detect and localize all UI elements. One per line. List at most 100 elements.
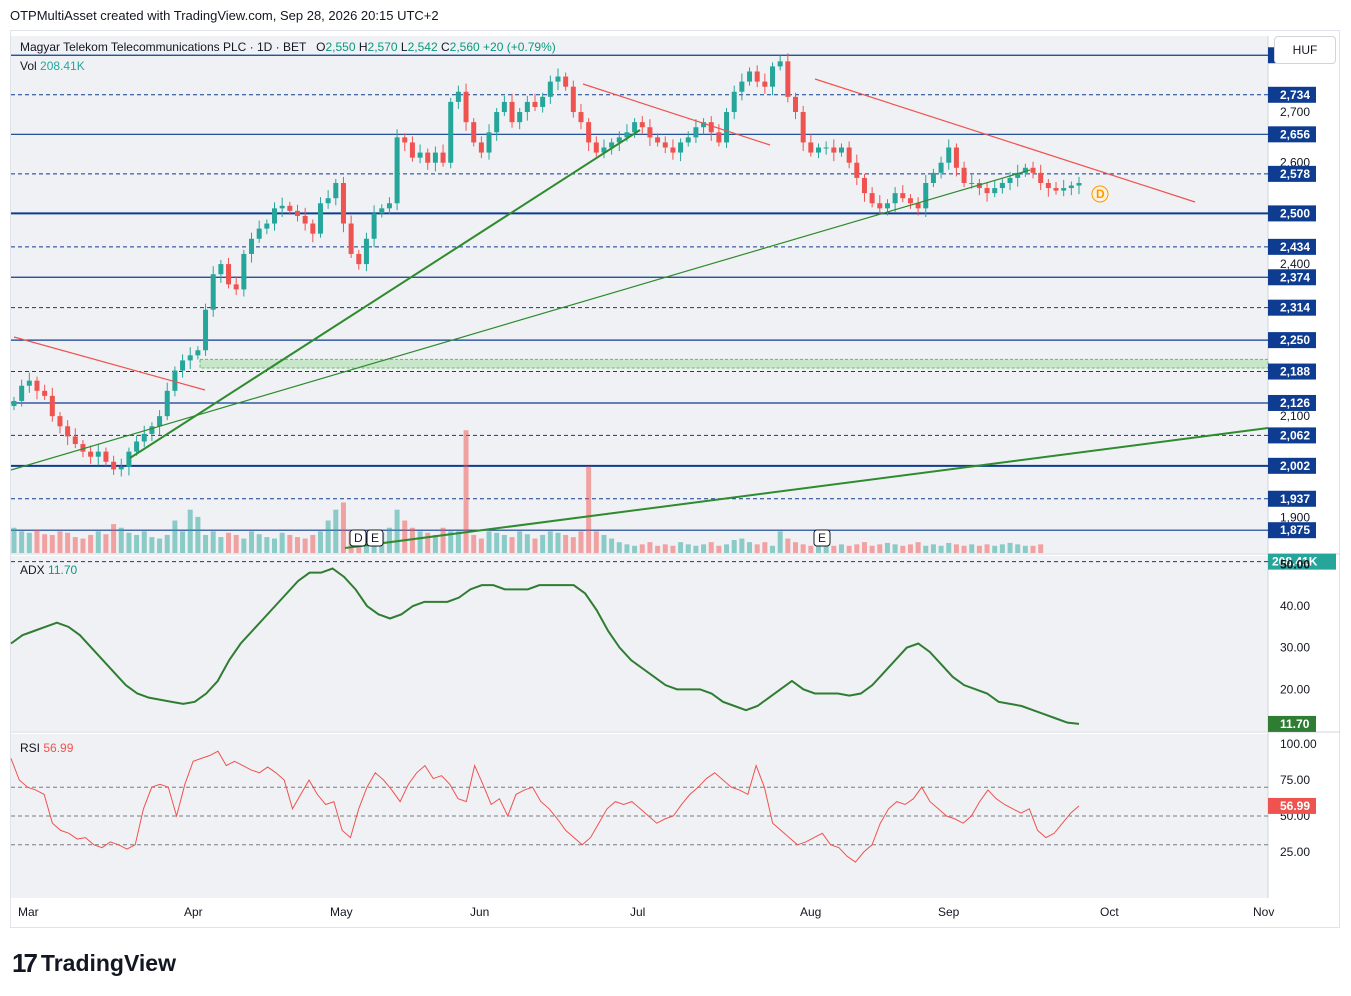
low-value: 2,542 <box>407 40 438 54</box>
candle-body <box>471 122 477 143</box>
candle-body <box>226 264 232 285</box>
candle-body <box>302 215 308 224</box>
currency-selector[interactable]: HUF <box>1274 36 1336 64</box>
volume-bar <box>103 534 109 553</box>
volume-bar <box>463 430 469 553</box>
candle-body <box>976 182 982 189</box>
candle-body <box>279 205 285 209</box>
volume-bar <box>88 534 94 553</box>
volume-bar <box>953 544 959 553</box>
volume-bar <box>892 544 898 553</box>
chart-attribution: OTPMultiAsset created with TradingView.c… <box>10 8 439 23</box>
candle-body <box>785 61 791 97</box>
volume-bar <box>739 538 745 553</box>
candle-body <box>203 309 209 351</box>
volume-bar <box>195 516 201 553</box>
volume-bar <box>578 531 584 553</box>
volume-bar <box>984 544 990 553</box>
candle-body <box>547 81 553 97</box>
level-label: 2,734 <box>1280 88 1310 102</box>
chart-frame <box>10 30 1340 928</box>
volume-bar <box>923 545 929 553</box>
volume-bar <box>264 537 270 553</box>
candle-body <box>915 203 921 209</box>
candle-body <box>356 253 362 265</box>
low-label: L <box>400 40 408 54</box>
volume-bar <box>854 544 860 553</box>
candle-body <box>1045 182 1051 189</box>
candle-body <box>693 127 699 138</box>
volume-bar <box>241 538 247 553</box>
candle-body <box>846 147 852 163</box>
volume-bar <box>670 545 676 553</box>
volume-bar <box>632 545 638 553</box>
candle-body <box>363 238 369 265</box>
candle-body <box>632 122 638 133</box>
candle-body <box>930 172 936 183</box>
adx-tick-label: 30.00 <box>1280 641 1310 655</box>
volume-bar <box>685 544 691 553</box>
volume-bar <box>838 544 844 553</box>
volume-bar <box>187 509 193 553</box>
volume-bar <box>42 534 48 553</box>
volume-bar <box>317 531 323 553</box>
candle-body <box>241 253 247 290</box>
adx-legend: ADX 11.70 <box>20 563 77 577</box>
volume-bar <box>601 534 607 553</box>
level-label-bg <box>1268 238 1316 255</box>
close-value: 2,560 <box>449 40 480 54</box>
candle-body <box>953 147 959 168</box>
level-label-bg <box>1268 332 1316 349</box>
volume-bar <box>693 545 699 553</box>
month-tick-label: Aug <box>800 905 821 919</box>
adx-tick-label: 20.00 <box>1280 682 1310 696</box>
volume-bar <box>1007 542 1013 553</box>
volume-bar <box>164 534 170 553</box>
level-label-bg <box>1268 86 1316 103</box>
event-marker-label: D <box>354 531 363 545</box>
candle-body <box>938 162 944 173</box>
candle-body <box>586 122 592 143</box>
level-label-bg <box>1268 363 1316 380</box>
candle-body <box>26 380 32 386</box>
volume-bar <box>210 531 216 553</box>
candle-body <box>287 205 293 211</box>
candle-body <box>670 147 676 153</box>
symbol-title: Magyar Telekom Telecommunications PLC · … <box>20 40 307 54</box>
volume-bar <box>930 544 936 553</box>
candle-body <box>593 142 599 153</box>
candle-body <box>34 380 40 391</box>
candle-body <box>831 147 837 153</box>
volume-bar <box>815 544 821 553</box>
tradingview-mark-icon: 17 <box>12 948 38 978</box>
tradingview-logo[interactable]: 17 TradingView <box>12 948 176 979</box>
volume-bar <box>701 544 707 553</box>
volume-bar <box>586 466 592 553</box>
volume-bar <box>417 531 423 553</box>
price-tick-label: 1,900 <box>1280 511 1310 525</box>
change-value: +20 (+0.79%) <box>483 40 556 54</box>
price-tick-label: 2,100 <box>1280 409 1310 423</box>
candle-body <box>294 210 300 216</box>
candle-body <box>409 142 415 158</box>
volume-bar <box>11 527 17 553</box>
candle-body <box>440 152 446 163</box>
event-marker-icon <box>366 529 384 547</box>
volume-bar <box>233 534 239 553</box>
candle-body <box>1007 177 1013 183</box>
level-label: 2,500 <box>1280 206 1310 220</box>
level-label: 2,062 <box>1280 428 1310 442</box>
candle-body <box>310 223 316 234</box>
volume-bar <box>647 542 653 553</box>
candle-body <box>877 203 883 209</box>
candle-body <box>923 182 929 209</box>
volume-bar <box>555 532 561 553</box>
rsi-tick-label: 25.00 <box>1280 845 1310 859</box>
volume-bar <box>731 540 737 553</box>
volume-bar <box>111 524 117 553</box>
month-tick-label: Jun <box>470 905 489 919</box>
candle-body <box>1068 185 1074 189</box>
volume-bar <box>218 537 224 553</box>
volume-bar <box>517 531 523 553</box>
